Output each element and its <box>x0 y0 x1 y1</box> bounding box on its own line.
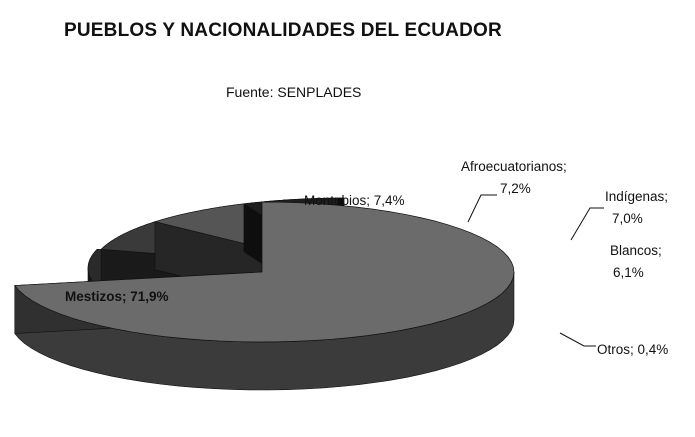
data-label-ind-genas-value: 7,0% <box>612 211 643 226</box>
data-label-mestizos: Mestizos; 71,9% <box>65 289 169 304</box>
chart-title: PUEBLOS Y NACIONALIDADES DEL ECUADOR <box>64 20 502 41</box>
leader-line-otros <box>559 332 596 347</box>
data-label-afroecuatorianos-name: Afroecuatorianos; <box>461 159 567 174</box>
pie-slice-mestizos <box>14 201 515 391</box>
data-label-blancos-name: Blancos; <box>610 243 662 258</box>
leader-line-afroecuatorianos <box>467 194 497 223</box>
data-label-ind-genas-name: Indígenas; <box>605 189 668 204</box>
data-label-montubios: Montubios; 7,4% <box>304 193 405 208</box>
data-label-afroecuatorianos-value: 7,2% <box>500 181 531 196</box>
leader-line-indigenas <box>570 207 604 241</box>
chart-subtitle: Fuente: SENPLADES <box>226 84 362 100</box>
data-label-blancos-value: 6,1% <box>613 265 644 280</box>
data-label-otros: Otros; 0,4% <box>597 342 668 357</box>
